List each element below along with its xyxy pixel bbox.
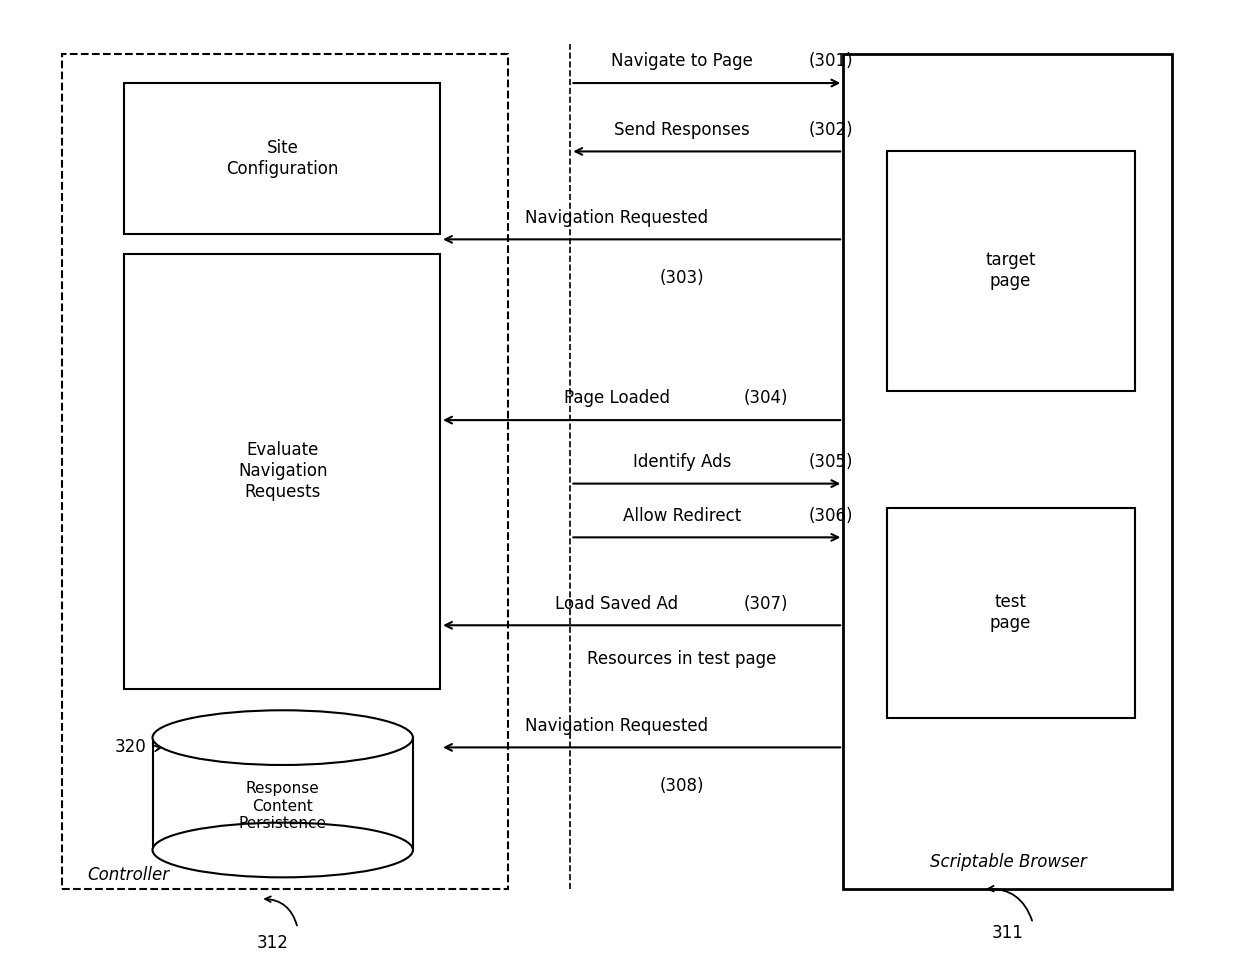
Text: (308): (308) [660,778,704,795]
Ellipse shape [153,710,413,765]
Text: (305): (305) [808,453,853,471]
Text: Navigate to Page: Navigate to Page [611,53,753,70]
Text: Scriptable Browser: Scriptable Browser [930,854,1086,871]
Text: Site
Configuration: Site Configuration [227,139,339,178]
Bar [887,508,1135,718]
Bar [887,151,1135,391]
Bar [153,738,413,850]
Bar [124,254,440,689]
Text: Evaluate
Navigation
Requests: Evaluate Navigation Requests [238,441,327,501]
Text: (303): (303) [660,270,704,287]
Text: Load Saved Ad: Load Saved Ad [556,595,678,613]
Text: (302): (302) [808,121,853,139]
Bar [843,54,1172,889]
Text: (306): (306) [808,507,853,525]
Text: Allow Redirect: Allow Redirect [622,507,742,525]
Text: (301): (301) [808,53,853,70]
Text: 312: 312 [257,934,289,952]
Bar [124,83,440,234]
Text: target
page: target page [986,251,1035,290]
Text: Response
Content
Persistence: Response Content Persistence [239,782,326,830]
Text: Resources in test page: Resources in test page [588,651,776,668]
Text: Controller: Controller [87,867,169,884]
Text: test
page: test page [990,593,1032,632]
Text: (304): (304) [744,390,787,407]
Text: (307): (307) [744,595,787,613]
Text: 311: 311 [992,924,1024,942]
Text: Send Responses: Send Responses [614,121,750,139]
Text: Navigation Requested: Navigation Requested [526,717,708,735]
Text: Navigation Requested: Navigation Requested [526,209,708,227]
Text: 320: 320 [114,739,146,756]
Bar [62,54,508,889]
Ellipse shape [153,823,413,877]
Text: Page Loaded: Page Loaded [564,390,670,407]
Text: Identify Ads: Identify Ads [632,453,732,471]
